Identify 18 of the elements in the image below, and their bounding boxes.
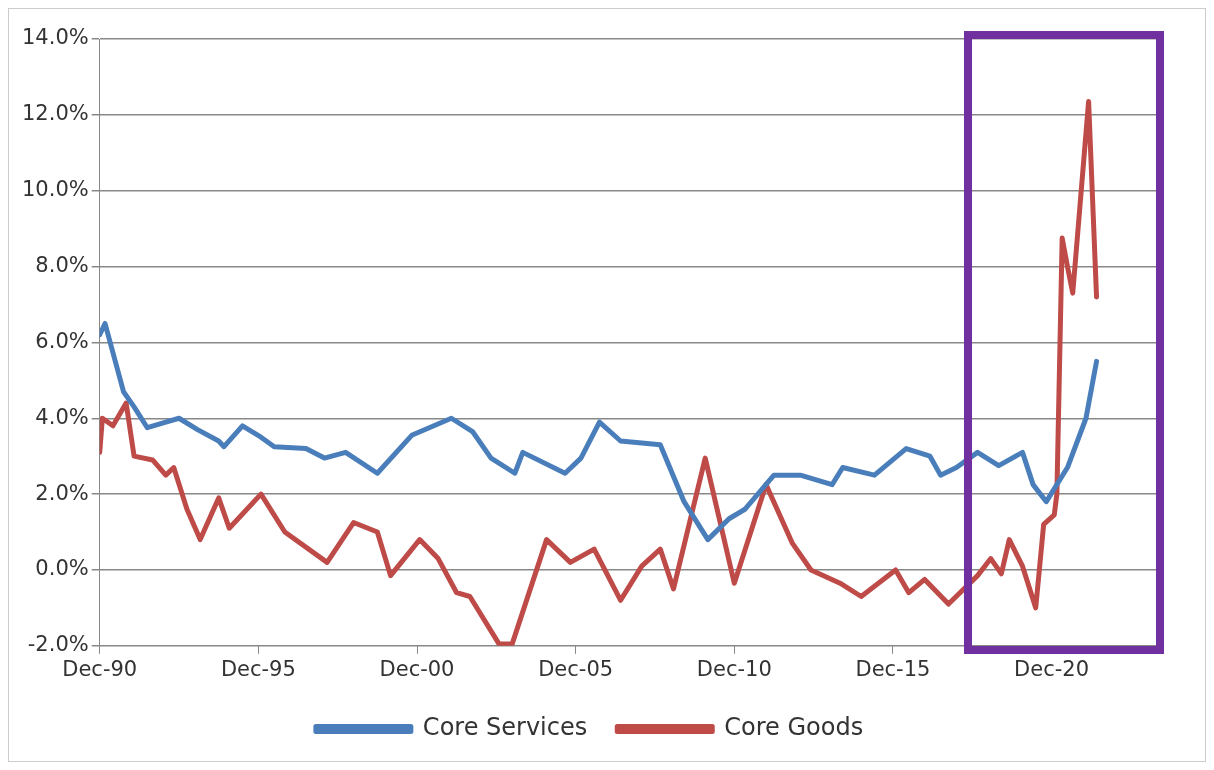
x-tick-label: Dec-05 bbox=[538, 656, 614, 681]
x-tick-label: Dec-20 bbox=[1014, 656, 1090, 681]
y-tick-label: 6.0% bbox=[35, 328, 89, 353]
x-tick-label: Dec-00 bbox=[379, 656, 455, 681]
y-tick-label: -2.0% bbox=[27, 632, 89, 657]
y-tick-label: 0.0% bbox=[35, 556, 89, 581]
legend-label: Core Services bbox=[422, 713, 588, 742]
y-tick-label: 2.0% bbox=[35, 480, 89, 505]
x-tick-label: Dec-90 bbox=[62, 656, 138, 681]
y-tick-label: 14.0% bbox=[21, 25, 89, 50]
y-tick-label: 12.0% bbox=[21, 101, 89, 126]
x-tick-label: Dec-95 bbox=[220, 656, 296, 681]
legend-label: Core Goods bbox=[724, 713, 864, 742]
x-tick-label: Dec-10 bbox=[696, 656, 772, 681]
x-tick-label: Dec-15 bbox=[855, 656, 931, 681]
y-tick-label: 8.0% bbox=[35, 253, 89, 277]
y-tick-label: 4.0% bbox=[35, 404, 89, 429]
y-tick-label: 10.0% bbox=[21, 177, 89, 202]
